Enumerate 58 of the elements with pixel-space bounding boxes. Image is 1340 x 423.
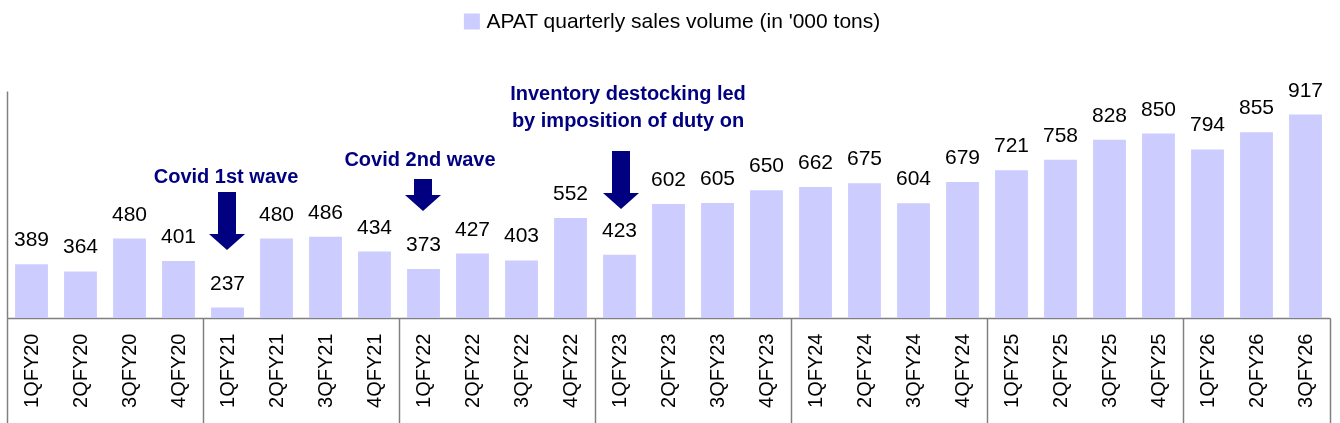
x-tick-label: 1QFY21 xyxy=(216,333,238,408)
data-label: 423 xyxy=(601,217,638,241)
x-tick-label: 3QFY25 xyxy=(1098,333,1120,408)
data-label: 486 xyxy=(307,199,344,223)
x-tick-label: 2QFY21 xyxy=(265,333,287,408)
annotation: Covid 1st wave xyxy=(153,165,299,187)
x-tick-label: 1QFY20 xyxy=(20,333,42,408)
data-label: 602 xyxy=(650,166,687,190)
x-tick-label: 2QFY20 xyxy=(69,333,91,408)
x-tick-label: 3QFY26 xyxy=(1294,333,1316,408)
data-label: 434 xyxy=(356,214,393,238)
data-label: 373 xyxy=(405,231,442,255)
x-tick-label: 2QFY24 xyxy=(853,333,875,408)
x-tick-label: 4QFY25 xyxy=(1147,333,1169,408)
data-label: 604 xyxy=(895,166,932,190)
data-label: 662 xyxy=(797,149,834,173)
data-label: 364 xyxy=(62,234,99,258)
x-tick-label: 3QFY24 xyxy=(902,333,924,408)
x-tick-label: 3QFY20 xyxy=(118,333,140,408)
data-label: 679 xyxy=(944,145,981,169)
x-tick-label: 3QFY23 xyxy=(706,333,728,408)
data-label: 828 xyxy=(1091,102,1128,126)
data-label: 675 xyxy=(846,146,883,170)
data-label: 917 xyxy=(1287,77,1324,101)
data-label: 552 xyxy=(552,181,589,205)
data-label: 480 xyxy=(111,201,148,225)
x-tick-label: 4QFY24 xyxy=(951,333,973,408)
data-label: 427 xyxy=(454,216,491,240)
legend-label: APAT quarterly sales volume (in '000 tons) xyxy=(486,8,881,32)
data-label: 794 xyxy=(1189,112,1226,136)
data-label: 389 xyxy=(13,227,50,251)
annotation: Covid 2nd wave xyxy=(344,148,496,170)
x-tick-label: 4QFY23 xyxy=(755,333,777,408)
annotation: Inventory destocking led by imposition of duty on xyxy=(510,82,746,131)
x-tick-label: 2QFY23 xyxy=(657,333,679,408)
data-label: 605 xyxy=(699,166,736,190)
x-tick-label: 4QFY22 xyxy=(559,333,581,408)
data-label: 650 xyxy=(748,153,785,177)
x-tick-label: 4QFY20 xyxy=(167,333,189,408)
data-label: 721 xyxy=(993,133,1030,157)
data-label: 855 xyxy=(1238,95,1275,119)
x-tick-label: 1QFY25 xyxy=(1000,333,1022,408)
x-tick-label: 1QFY23 xyxy=(608,333,630,408)
x-tick-label: 1QFY24 xyxy=(804,333,826,408)
x-tick-label: 3QFY21 xyxy=(314,333,336,408)
data-label: 403 xyxy=(503,223,540,247)
x-tick-label: 2QFY26 xyxy=(1245,333,1267,408)
data-label: 237 xyxy=(209,270,246,294)
x-tick-label: 4QFY21 xyxy=(363,333,385,408)
x-tick-label: 2QFY25 xyxy=(1049,333,1071,408)
data-label: 480 xyxy=(258,201,295,225)
data-label: 401 xyxy=(160,223,197,247)
x-tick-label: 3QFY22 xyxy=(510,333,532,408)
x-tick-label: 1QFY26 xyxy=(1196,333,1218,408)
data-label: 758 xyxy=(1042,122,1079,146)
data-label: 850 xyxy=(1140,96,1177,120)
x-tick-label: 2QFY22 xyxy=(461,333,483,408)
x-tick-label: 1QFY22 xyxy=(412,333,434,408)
